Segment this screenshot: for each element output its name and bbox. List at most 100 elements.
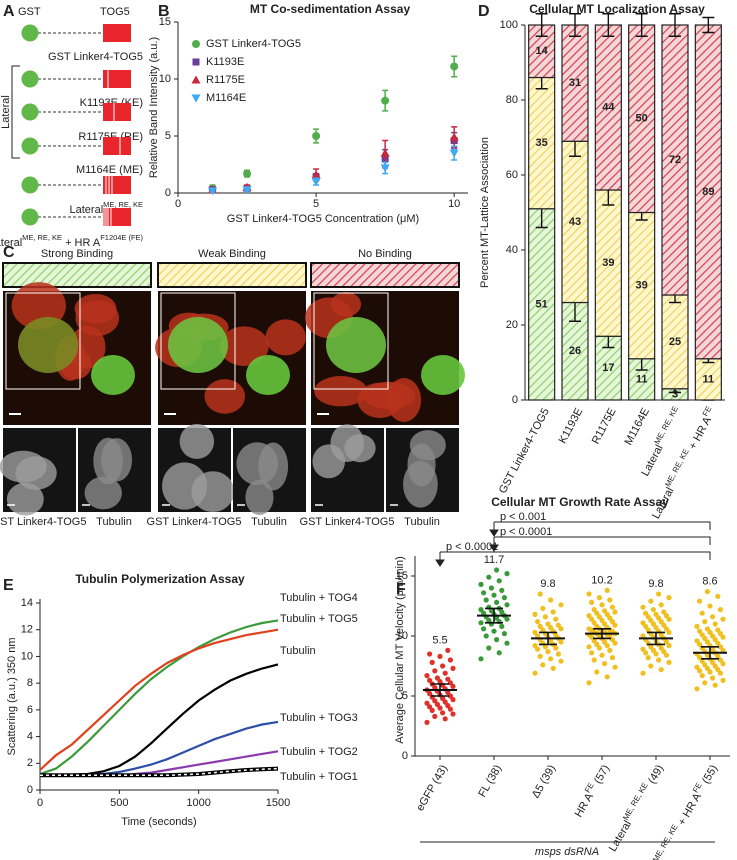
y-tick-label: 0: [165, 187, 171, 199]
marker: [380, 164, 390, 173]
data-point: [645, 655, 651, 661]
data-point: [720, 677, 726, 684]
data-point: [494, 567, 500, 573]
y-tick-label: 80: [506, 94, 518, 106]
gray-cell: [258, 442, 289, 491]
group-label: msps dsRNA: [535, 846, 599, 858]
green-cell: [91, 355, 135, 395]
data-point: [609, 655, 616, 661]
mean-label: 9.8: [540, 578, 555, 590]
error-bar: [701, 646, 719, 660]
data-point: [648, 663, 654, 669]
data-point: [607, 647, 613, 654]
legend-marker: [192, 58, 200, 66]
data-point: [504, 640, 510, 646]
data-point: [717, 644, 724, 650]
data-point: [699, 610, 705, 616]
data-point: [445, 689, 451, 696]
x-tick-label-part: Lateral: [607, 819, 634, 854]
data-point: [496, 578, 502, 584]
construct-label-part: + HR A: [62, 237, 101, 249]
marker: [449, 132, 459, 141]
gray-cell: [93, 437, 123, 485]
x-tick-label-part: Lateral: [639, 443, 665, 478]
data-point: [550, 665, 556, 672]
panel-label: F: [396, 581, 406, 598]
data-point: [640, 633, 646, 639]
series-label: Tubulin + TOG2: [280, 746, 358, 758]
tog5-domain: [103, 137, 131, 155]
gray-cell: [179, 423, 215, 460]
panel-label: E: [3, 577, 14, 594]
y-tick-label: 14: [21, 597, 33, 609]
data-point: [712, 637, 718, 643]
data-point: [532, 629, 538, 636]
x-tick-label: FL (38): [476, 763, 504, 799]
x-tick-label: K1193E: [557, 406, 586, 445]
data-point: [427, 691, 433, 697]
data-point: [432, 713, 438, 720]
y-tick-label: 4: [27, 730, 33, 742]
data-point: [432, 685, 438, 691]
segment-label: 25: [669, 336, 681, 348]
inset-box: [5, 292, 81, 390]
gray-cell: [6, 482, 44, 516]
data-point: [661, 609, 667, 615]
data-point: [602, 608, 608, 614]
data-point: [594, 610, 600, 616]
data-point: [591, 620, 597, 626]
series-label: Tubulin + TOG5: [280, 613, 358, 625]
data-point: [440, 663, 446, 669]
axes: [414, 556, 730, 757]
x-tick-label-part: eGFP (43): [414, 763, 450, 813]
x-tick-label-part: GST Linker4-TOG5: [497, 406, 552, 495]
data-point: [494, 599, 500, 606]
data-point: [602, 639, 608, 645]
right-caption: Tubulin: [251, 516, 287, 528]
data-point: [558, 658, 564, 664]
data-point: [450, 665, 456, 672]
data-point: [694, 638, 700, 644]
x-tick-label-part: FL (38): [476, 763, 504, 799]
data-point: [545, 649, 551, 655]
error-bar: [669, 13, 681, 37]
data-point: [483, 597, 489, 603]
x-tick-label: 10: [448, 198, 460, 210]
marker: [449, 149, 459, 158]
data-point: [666, 643, 672, 649]
data-point: [501, 631, 507, 637]
x-tick-label: M1164E: [622, 406, 651, 447]
data-point: [504, 571, 510, 577]
data-point: [658, 645, 664, 651]
construct-label-part: ME, RE, KE: [22, 233, 62, 242]
y-tick-label: 15: [159, 16, 171, 28]
data-point: [494, 615, 500, 621]
data-point: [486, 574, 492, 580]
mean-label: 11.7: [484, 554, 505, 566]
marker: [208, 187, 218, 196]
data-point: [607, 615, 613, 621]
data-point: [720, 634, 726, 640]
data-point: [704, 639, 711, 645]
data-point: [720, 616, 726, 622]
data-point: [532, 670, 538, 676]
green-cell: [326, 317, 386, 373]
comparison-bracket: [440, 551, 711, 560]
data-point: [540, 605, 546, 612]
data-point: [653, 611, 659, 618]
y-tick-label: 15: [396, 570, 408, 582]
error-bar: [702, 16, 715, 34]
data-point: [666, 629, 672, 636]
gray-cell: [344, 434, 376, 463]
data-point: [612, 640, 618, 646]
marker: [380, 148, 390, 157]
error-bar: [647, 631, 665, 646]
data-point: [704, 626, 711, 632]
tog5-domain: [103, 208, 131, 226]
data-point: [702, 662, 708, 668]
series-line: [39, 628, 279, 771]
data-point: [640, 646, 646, 652]
data-point: [586, 644, 592, 650]
legend-label: K1193E: [206, 56, 244, 68]
